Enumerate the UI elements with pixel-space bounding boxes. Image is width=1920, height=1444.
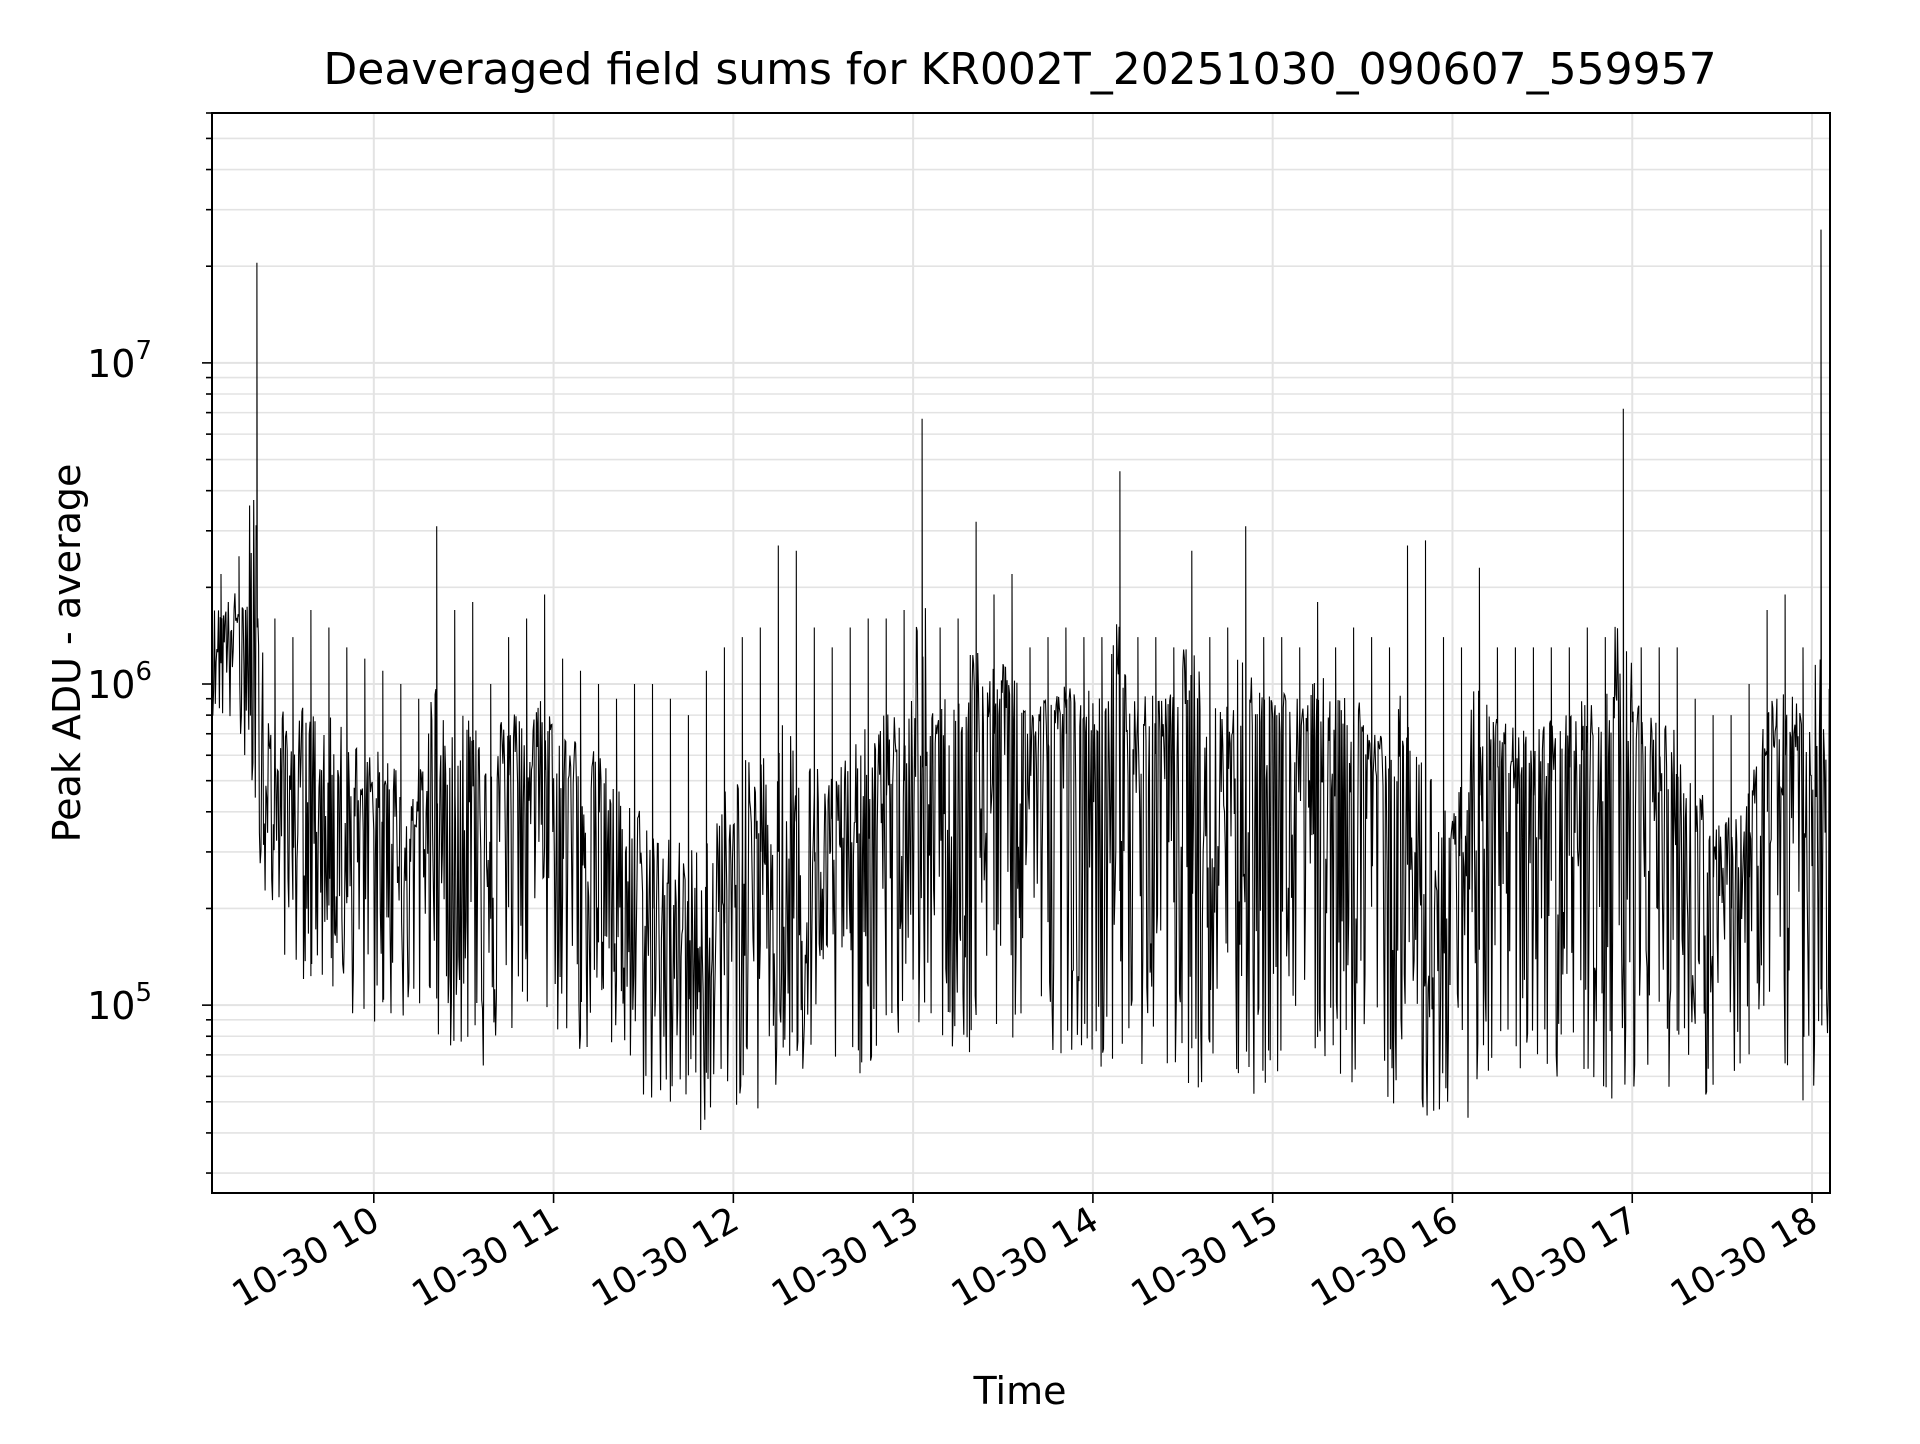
y-tick-label: 105 xyxy=(87,978,152,1028)
data-series-line xyxy=(211,229,1830,1131)
y-tick-label: 106 xyxy=(87,657,152,707)
plot-area-frame xyxy=(211,112,1831,1194)
series-layer xyxy=(211,229,1830,1131)
y-axis: 105 106 107 xyxy=(87,112,212,1174)
y-axis-label: Peak ADU - average xyxy=(45,464,89,843)
y-tick-label: 107 xyxy=(87,336,152,386)
x-axis-label: Time xyxy=(973,1369,1067,1413)
chart-title: Deaveraged field sums for KR002T_2025103… xyxy=(323,44,1716,95)
